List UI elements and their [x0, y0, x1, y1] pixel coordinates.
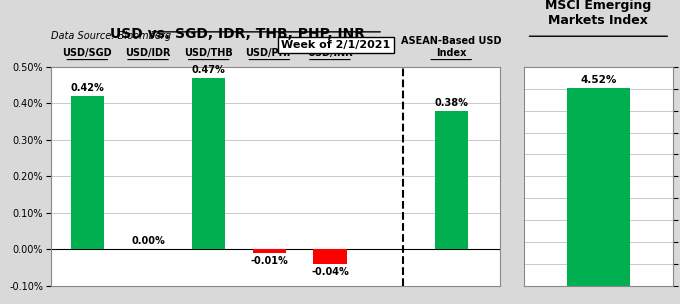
Text: -0.04%: -0.04%: [311, 267, 349, 277]
Bar: [435, 111, 468, 249]
Text: USD/SGD: USD/SGD: [63, 48, 112, 58]
Text: Data Source: Bloomberg: Data Source: Bloomberg: [51, 31, 171, 41]
Text: 0.38%: 0.38%: [435, 98, 468, 108]
Text: 4.52%: 4.52%: [580, 75, 617, 85]
Text: 0.42%: 0.42%: [71, 83, 104, 93]
Bar: [71, 96, 104, 249]
Text: USD/THB: USD/THB: [184, 48, 233, 58]
Text: USD vs. SGD, IDR, THB, PHP, INR: USD vs. SGD, IDR, THB, PHP, INR: [110, 27, 366, 41]
Text: MSCI Emerging
Markets Index: MSCI Emerging Markets Index: [545, 0, 651, 27]
Text: 0.47%: 0.47%: [192, 65, 226, 75]
Text: USD/PHP: USD/PHP: [245, 48, 294, 58]
Text: -0.01%: -0.01%: [250, 256, 288, 266]
Text: ASEAN-Based USD
Index: ASEAN-Based USD Index: [401, 36, 501, 58]
Bar: [566, 88, 630, 286]
Text: USD/IDR: USD/IDR: [125, 48, 171, 58]
Text: USD/INR: USD/INR: [307, 48, 353, 58]
Text: 0.00%: 0.00%: [131, 237, 165, 246]
Bar: [313, 249, 347, 264]
Text: Week of 2/1/2021: Week of 2/1/2021: [282, 40, 390, 50]
Bar: [192, 78, 225, 249]
Bar: [252, 249, 286, 253]
